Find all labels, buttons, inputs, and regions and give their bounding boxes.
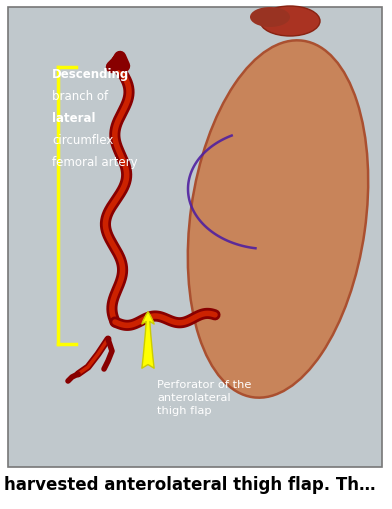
Text: lateral: lateral xyxy=(52,112,96,125)
Text: branch of: branch of xyxy=(52,90,108,103)
Text: Perforator of the
anterolateral
thigh flap: Perforator of the anterolateral thigh fl… xyxy=(157,379,251,415)
Text: circumflex: circumflex xyxy=(52,134,113,147)
Ellipse shape xyxy=(260,7,320,37)
Ellipse shape xyxy=(188,41,368,398)
Ellipse shape xyxy=(250,8,290,28)
Text: harvested anterolateral thigh flap. Th…: harvested anterolateral thigh flap. Th… xyxy=(4,475,376,493)
Text: femoral artery: femoral artery xyxy=(52,156,138,168)
Text: Descending: Descending xyxy=(52,68,129,81)
